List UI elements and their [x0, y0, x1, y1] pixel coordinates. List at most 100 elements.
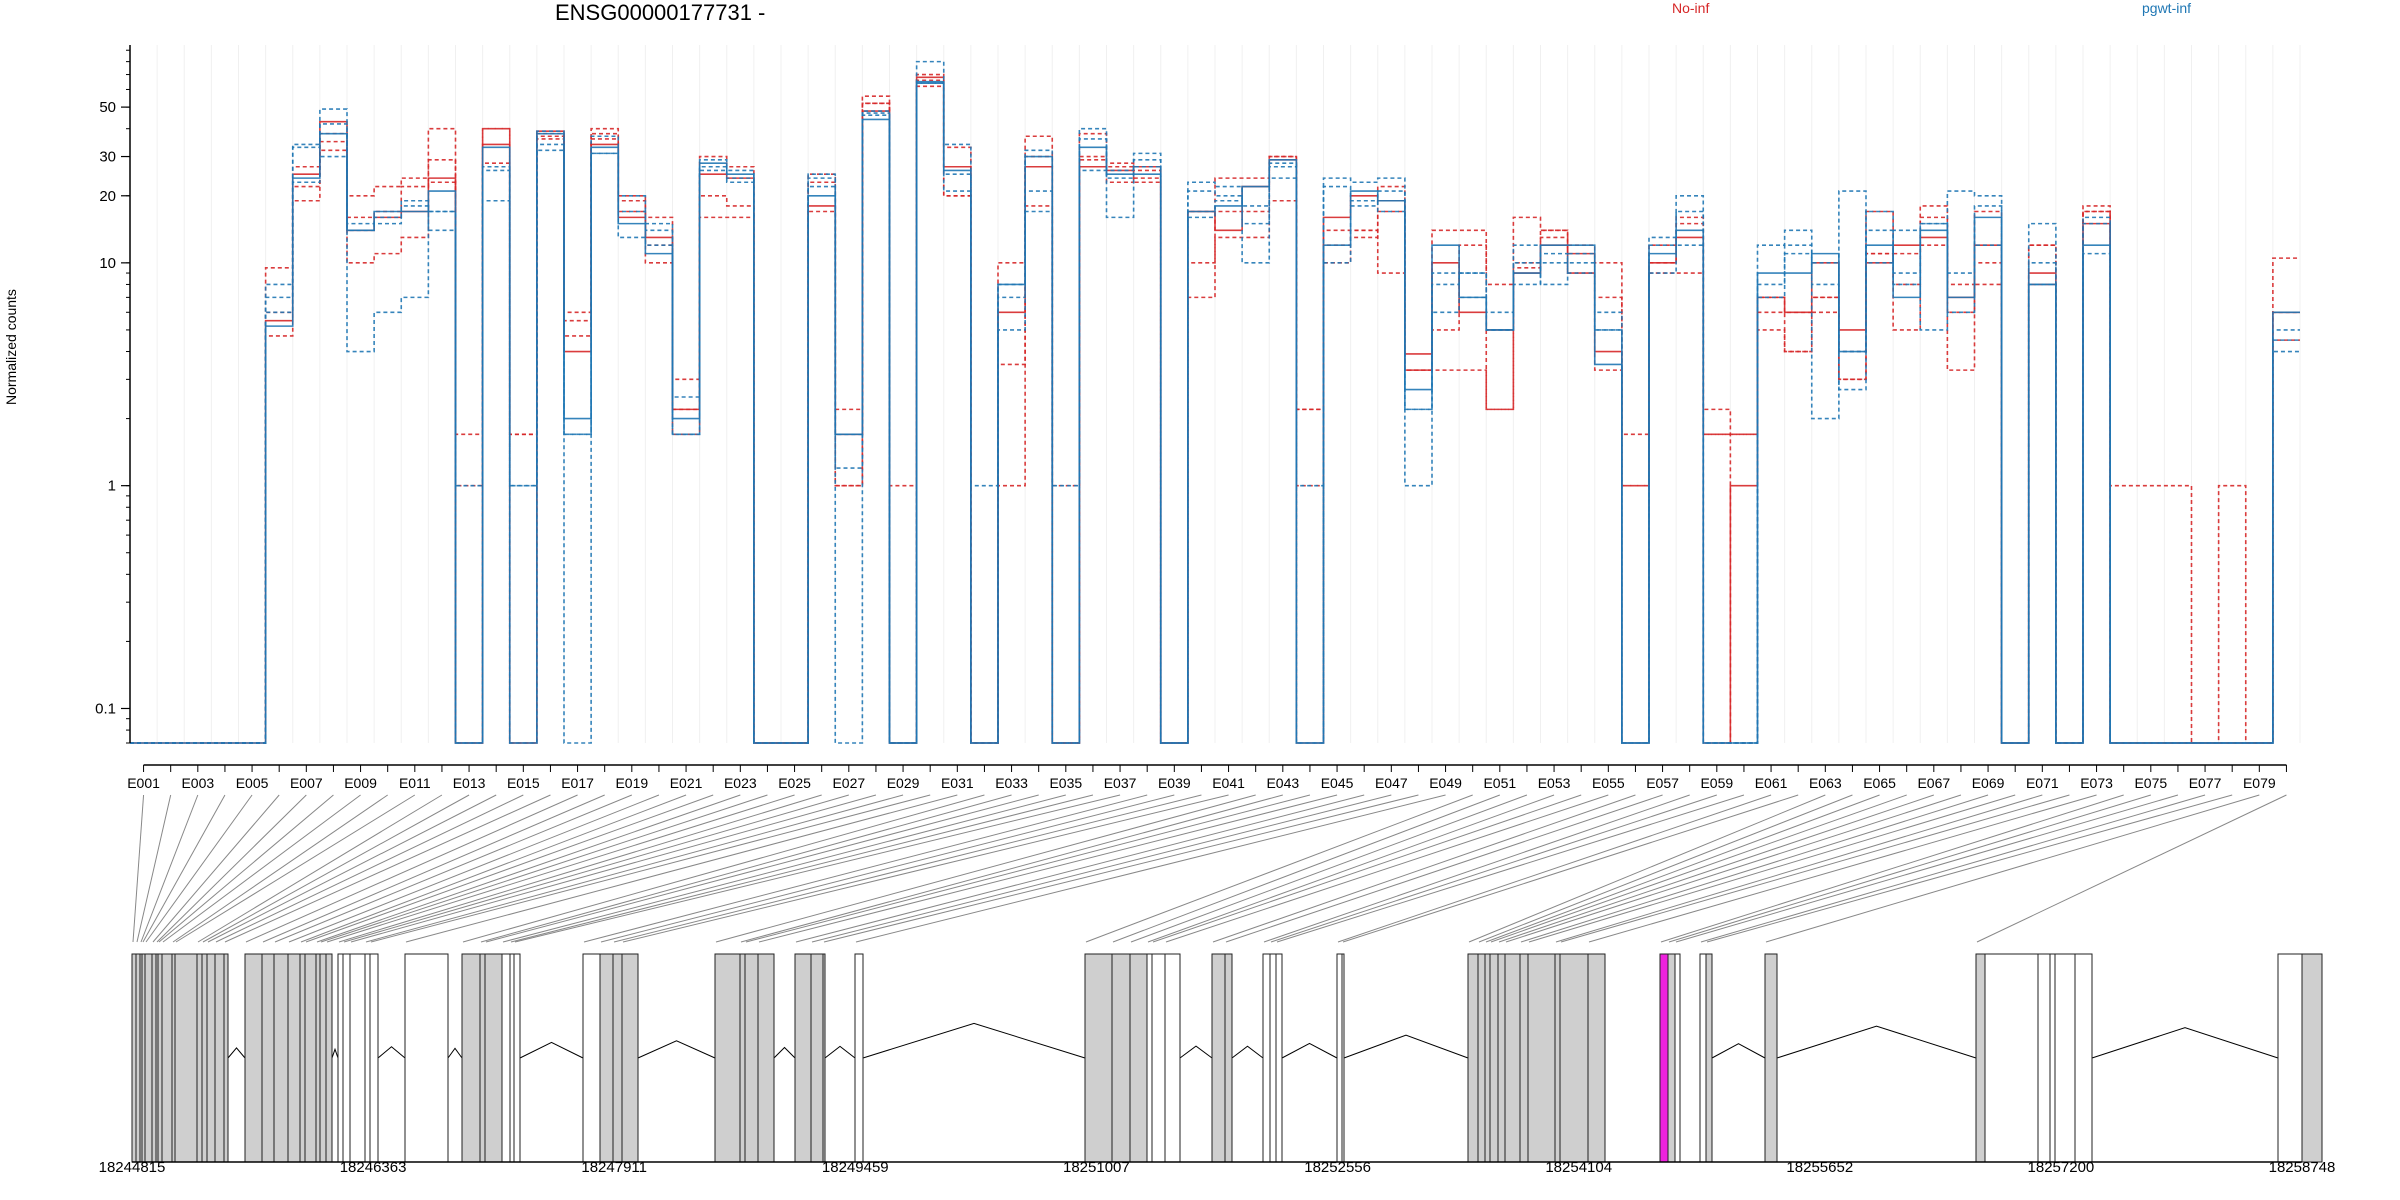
y-tick-label: 50 — [99, 99, 116, 116]
x-tick-label: E031 — [941, 775, 974, 791]
exon-block — [1705, 953, 1713, 1163]
exon-block — [714, 953, 741, 1163]
intron-line — [519, 1041, 584, 1059]
x-tick-label: E057 — [1646, 775, 1679, 791]
exon-connector — [215, 794, 524, 943]
exon-connector — [162, 794, 361, 943]
exon-block — [1111, 953, 1131, 1163]
x-tick-label: E051 — [1483, 775, 1516, 791]
exon-block — [404, 953, 449, 1163]
exon-block — [337, 953, 344, 1163]
exon-connector — [1976, 794, 2287, 943]
genomic-tick-label: 18244815 — [99, 1159, 166, 1176]
intron-line — [773, 1046, 796, 1059]
exon-connector — [370, 794, 931, 943]
exon-connector — [320, 794, 768, 943]
intron-line — [1179, 1045, 1213, 1059]
x-tick-label: E033 — [995, 775, 1028, 791]
exon-block — [513, 953, 521, 1163]
exon-block — [2277, 953, 2303, 1163]
exon-block — [1984, 953, 2039, 1163]
exon-block — [174, 953, 198, 1163]
exon-connector — [1085, 794, 1473, 943]
exon-block — [201, 953, 208, 1163]
exon-connector — [338, 794, 822, 943]
exon-block — [214, 953, 225, 1163]
genomic-tick-label: 18258748 — [2269, 1159, 2336, 1176]
x-tick-label: E065 — [1863, 775, 1896, 791]
exon-block — [2074, 953, 2093, 1163]
exon-connector — [207, 794, 497, 943]
exon-connector — [350, 794, 877, 943]
exon-connector — [1528, 794, 2016, 943]
exon-connector — [202, 794, 470, 943]
exon-connector — [740, 794, 1283, 943]
exon-connector — [745, 794, 1311, 943]
exon-connector — [600, 794, 1175, 943]
x-tick-label: E075 — [2134, 775, 2167, 791]
exon-connector — [142, 794, 226, 943]
exon-connector — [1660, 794, 2124, 943]
exon-connector — [1498, 794, 1934, 943]
exon-connector — [823, 794, 1419, 943]
exon-block — [509, 953, 515, 1163]
exon-block — [484, 953, 503, 1163]
exon-connector — [1668, 794, 2151, 943]
exon-connector — [1130, 794, 1528, 943]
exon-connector — [510, 794, 1094, 943]
exon-block — [1467, 953, 1479, 1163]
exon-connector — [462, 794, 985, 943]
exon-connector — [1560, 794, 2070, 943]
series-lines — [130, 60, 2300, 744]
x-tick-label: E029 — [887, 775, 920, 791]
exon-connector — [1555, 794, 2043, 943]
exon-connector — [1225, 794, 1663, 943]
exon-block — [1764, 953, 1778, 1163]
exon-block — [1262, 953, 1271, 1163]
exon-block — [582, 953, 601, 1163]
y-tick-label: 30 — [99, 149, 116, 166]
x-tick-label: E017 — [561, 775, 594, 791]
y-tick-label: 1 — [108, 478, 116, 495]
exon-connector — [1112, 794, 1500, 943]
genomic-tick-label: 18257200 — [2028, 1159, 2095, 1176]
x-tick-label: E059 — [1700, 775, 1733, 791]
x-tick-label: E069 — [1972, 775, 2005, 791]
x-tick-label: E077 — [2189, 775, 2222, 791]
exon-connector — [1478, 794, 1853, 943]
exon-connector — [1675, 794, 2179, 943]
intron-line — [1711, 1043, 1766, 1059]
exon-block — [244, 953, 263, 1163]
exon-block — [325, 953, 333, 1163]
exon-connector — [132, 794, 145, 943]
exon-block — [144, 953, 153, 1163]
exon-connector — [140, 794, 199, 943]
x-tick-label: E063 — [1809, 775, 1842, 791]
x-tick-label: E047 — [1375, 775, 1408, 791]
legend-item-no-inf: No-inf — [1672, 0, 1710, 16]
intron-line — [824, 1045, 856, 1059]
exon-connector — [262, 794, 605, 943]
y-tick-label: 10 — [99, 255, 116, 272]
exon-block — [319, 953, 327, 1163]
exon-connector — [326, 794, 795, 943]
x-tick-label: E027 — [832, 775, 865, 791]
x-tick-label: E041 — [1212, 775, 1245, 791]
exon-block — [621, 953, 639, 1163]
x-tick-label: E019 — [615, 775, 648, 791]
exon-connector — [1765, 794, 2260, 943]
exon-block — [349, 953, 366, 1163]
genomic-tick-label: 18254104 — [1545, 1159, 1612, 1176]
exon-block — [479, 953, 486, 1163]
exon-connector — [175, 794, 416, 943]
x-tick-label: E001 — [127, 775, 160, 791]
exon-block — [304, 953, 317, 1163]
exon-connector — [405, 794, 958, 943]
intron-line — [1231, 1045, 1264, 1059]
gene-model — [131, 953, 2323, 1163]
exon-block — [810, 953, 824, 1163]
series-line-pgwt-inf-5 — [130, 60, 2300, 744]
exon-connector — [152, 794, 280, 943]
exon-block — [599, 953, 614, 1163]
exon-block — [1674, 953, 1681, 1163]
